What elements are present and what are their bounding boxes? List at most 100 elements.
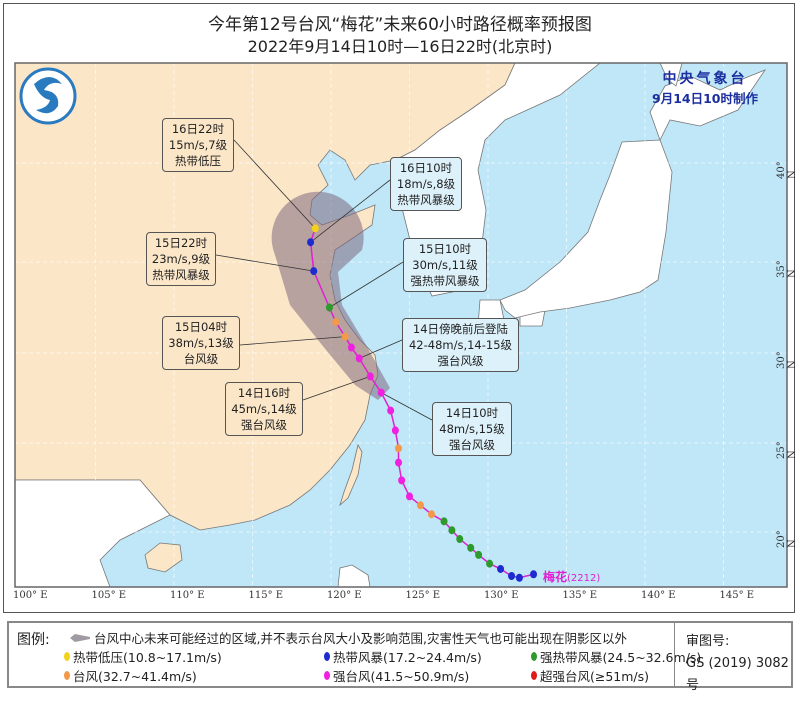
map-border: [14, 62, 788, 588]
typhoon-symbol-icon: [531, 652, 537, 661]
longitude-label: 100° E: [13, 590, 48, 601]
legend: 图例: 台风中心未来可能经过的区域,并不表示台风大小及影响范围,灾害性天气也可能…: [7, 621, 793, 693]
legend-item-label: 强热带风暴(24.5~32.6m/s): [540, 650, 702, 665]
callout-15d22h: 15日22时 23m/s,9级 热带风暴级: [146, 232, 216, 286]
callout-level: 强热带风暴级: [410, 274, 480, 288]
callout-14d10h: 14日10时 48m/s,15级 强台风级: [432, 402, 512, 456]
callout-wind: 15m/s,7级: [168, 138, 228, 152]
honshu-island: [499, 139, 673, 319]
legend-divider: [674, 623, 675, 686]
legend-item: 台风(32.7~41.4m/s): [64, 666, 197, 685]
callout-16d10h: 16日10时 18m/s,8级 热带风暴级: [390, 157, 462, 211]
callout-level: 强台风级: [449, 438, 495, 452]
storm-code: (2212): [567, 573, 601, 584]
track-line: [309, 228, 534, 579]
callout-wind: 45m/s,14级: [231, 402, 297, 416]
past-track-point: [391, 426, 399, 435]
past-track-point: [508, 572, 516, 580]
past-track-point: [387, 406, 395, 415]
longitude-label: 140° E: [641, 590, 676, 601]
callout-time: 14日16时: [237, 386, 291, 400]
longitude-label: 105° E: [91, 590, 127, 601]
probability-cone: [271, 191, 390, 400]
longitude-label: 130° E: [484, 590, 519, 601]
legend-item-label: 台风(32.7~41.4m/s): [73, 669, 197, 684]
callout-level: 热带风暴级: [397, 193, 455, 207]
callout-leader-line: [310, 179, 391, 243]
past-track-point: [395, 458, 403, 467]
callout-time: 16日22时: [171, 122, 225, 136]
callout-leader-line: [381, 392, 433, 421]
longitude-label: 110° E: [170, 590, 205, 601]
legend-item: 强台风(41.5~50.9m/s): [324, 666, 469, 685]
past-track-point: [440, 517, 448, 526]
storm-label: 梅花(2212): [543, 568, 600, 585]
legend-cone-text: 台风中心未来可能经过的区域,并不表示台风大小及影响范围,灾害性天气也可能出现在阴…: [94, 631, 627, 646]
korea-russia-land: [394, 63, 601, 297]
hainan-island: [144, 542, 183, 573]
typhoon-symbol-icon: [324, 671, 330, 680]
issue-time: 9月14日10时制作: [652, 91, 758, 106]
callout-16d22h: 16日22时 15m/s,7级 热带低压: [162, 118, 234, 172]
callout-leader-line: [329, 261, 404, 308]
issuer-block: 中央气象台 9月14日10时制作: [640, 68, 770, 107]
luzon-island: [337, 564, 371, 587]
forecast-track-point: [341, 332, 349, 341]
callout-leader-line: [302, 376, 371, 401]
callout-time: 15日10时: [418, 242, 472, 256]
callout-level: 热带风暴级: [152, 268, 210, 282]
callout-time: 15日04时: [174, 320, 228, 334]
longitude-label: 125° E: [405, 590, 441, 601]
typhoon-track-map: [14, 62, 788, 588]
legend-item: 超强台风(≥51m/s): [531, 666, 649, 685]
past-track-point: [486, 559, 494, 568]
callout-wind: 38m/s,13级: [168, 336, 234, 350]
longitude-label: 135° E: [562, 590, 598, 601]
forecast-track-point: [307, 238, 315, 247]
callout-15d04h: 15日04时 38m/s,13级 台风级: [162, 316, 240, 370]
past-track-point: [467, 543, 475, 552]
legend-item-label: 超强台风(≥51m/s): [540, 669, 650, 684]
callout-level: 强台风级: [241, 418, 287, 432]
issuer-name: 中央气象台: [662, 71, 748, 87]
hokkaido-island: [649, 69, 767, 142]
typhoon-symbol-icon: [64, 652, 70, 661]
figure-frame: [3, 3, 795, 613]
longitude-label: 145° E: [719, 590, 755, 601]
latitude-label: 35° N: [776, 260, 798, 278]
past-track-point: [448, 526, 456, 535]
callout-14d16h: 14日16时 45m/s,14级 强台风级: [225, 382, 303, 436]
callout-leader-line: [359, 339, 403, 359]
cone-swatch-icon: [70, 633, 90, 642]
forecast-track-point: [311, 224, 319, 233]
map-subtitle: 2022年9月14日10时—16日22时(北京时): [247, 37, 553, 56]
past-track-point: [416, 501, 424, 510]
legend-item: 强热带风暴(24.5~32.6m/s): [531, 647, 701, 666]
latitude-label: 25° N: [776, 441, 798, 459]
past-track-point: [398, 476, 406, 485]
callout-15d10h: 15日10时 30m/s,11级 强热带风暴级: [403, 238, 487, 292]
callout-wind: 18m/s,8级: [396, 177, 456, 191]
longitude-label: 115° E: [248, 590, 284, 601]
callout-level: 台风级: [183, 352, 219, 366]
past-track-point: [515, 573, 523, 582]
taiwan-island: [339, 443, 363, 507]
callout-leader-line: [239, 336, 346, 346]
latitude-label: 20° N: [776, 530, 798, 548]
callout-time: 14日傍晚前后登陆: [412, 322, 509, 336]
legend-item: 热带低压(10.8~17.1m/s): [64, 647, 222, 666]
past-track-point: [497, 564, 505, 573]
past-track-point: [377, 388, 385, 397]
typhoon-symbol-icon: [324, 652, 330, 661]
callout-leader-line: [215, 254, 314, 272]
legend-cone: 台风中心未来可能经过的区域,并不表示台风大小及影响范围,灾害性天气也可能出现在阴…: [69, 628, 627, 647]
callout-wind: 42-48m/s,14-15级: [408, 338, 513, 352]
forecast-track-point: [355, 354, 363, 363]
callout-wind: 48m/s,15级: [439, 422, 505, 436]
callout-wind: 30m/s,11级: [412, 258, 478, 272]
review-number: GS (2019) 3082号: [686, 656, 789, 693]
callout-leader-line: [233, 139, 316, 229]
longitude-label: 120° E: [327, 590, 362, 601]
past-track-point: [530, 570, 538, 579]
callout-time: 15日22时: [154, 236, 208, 250]
